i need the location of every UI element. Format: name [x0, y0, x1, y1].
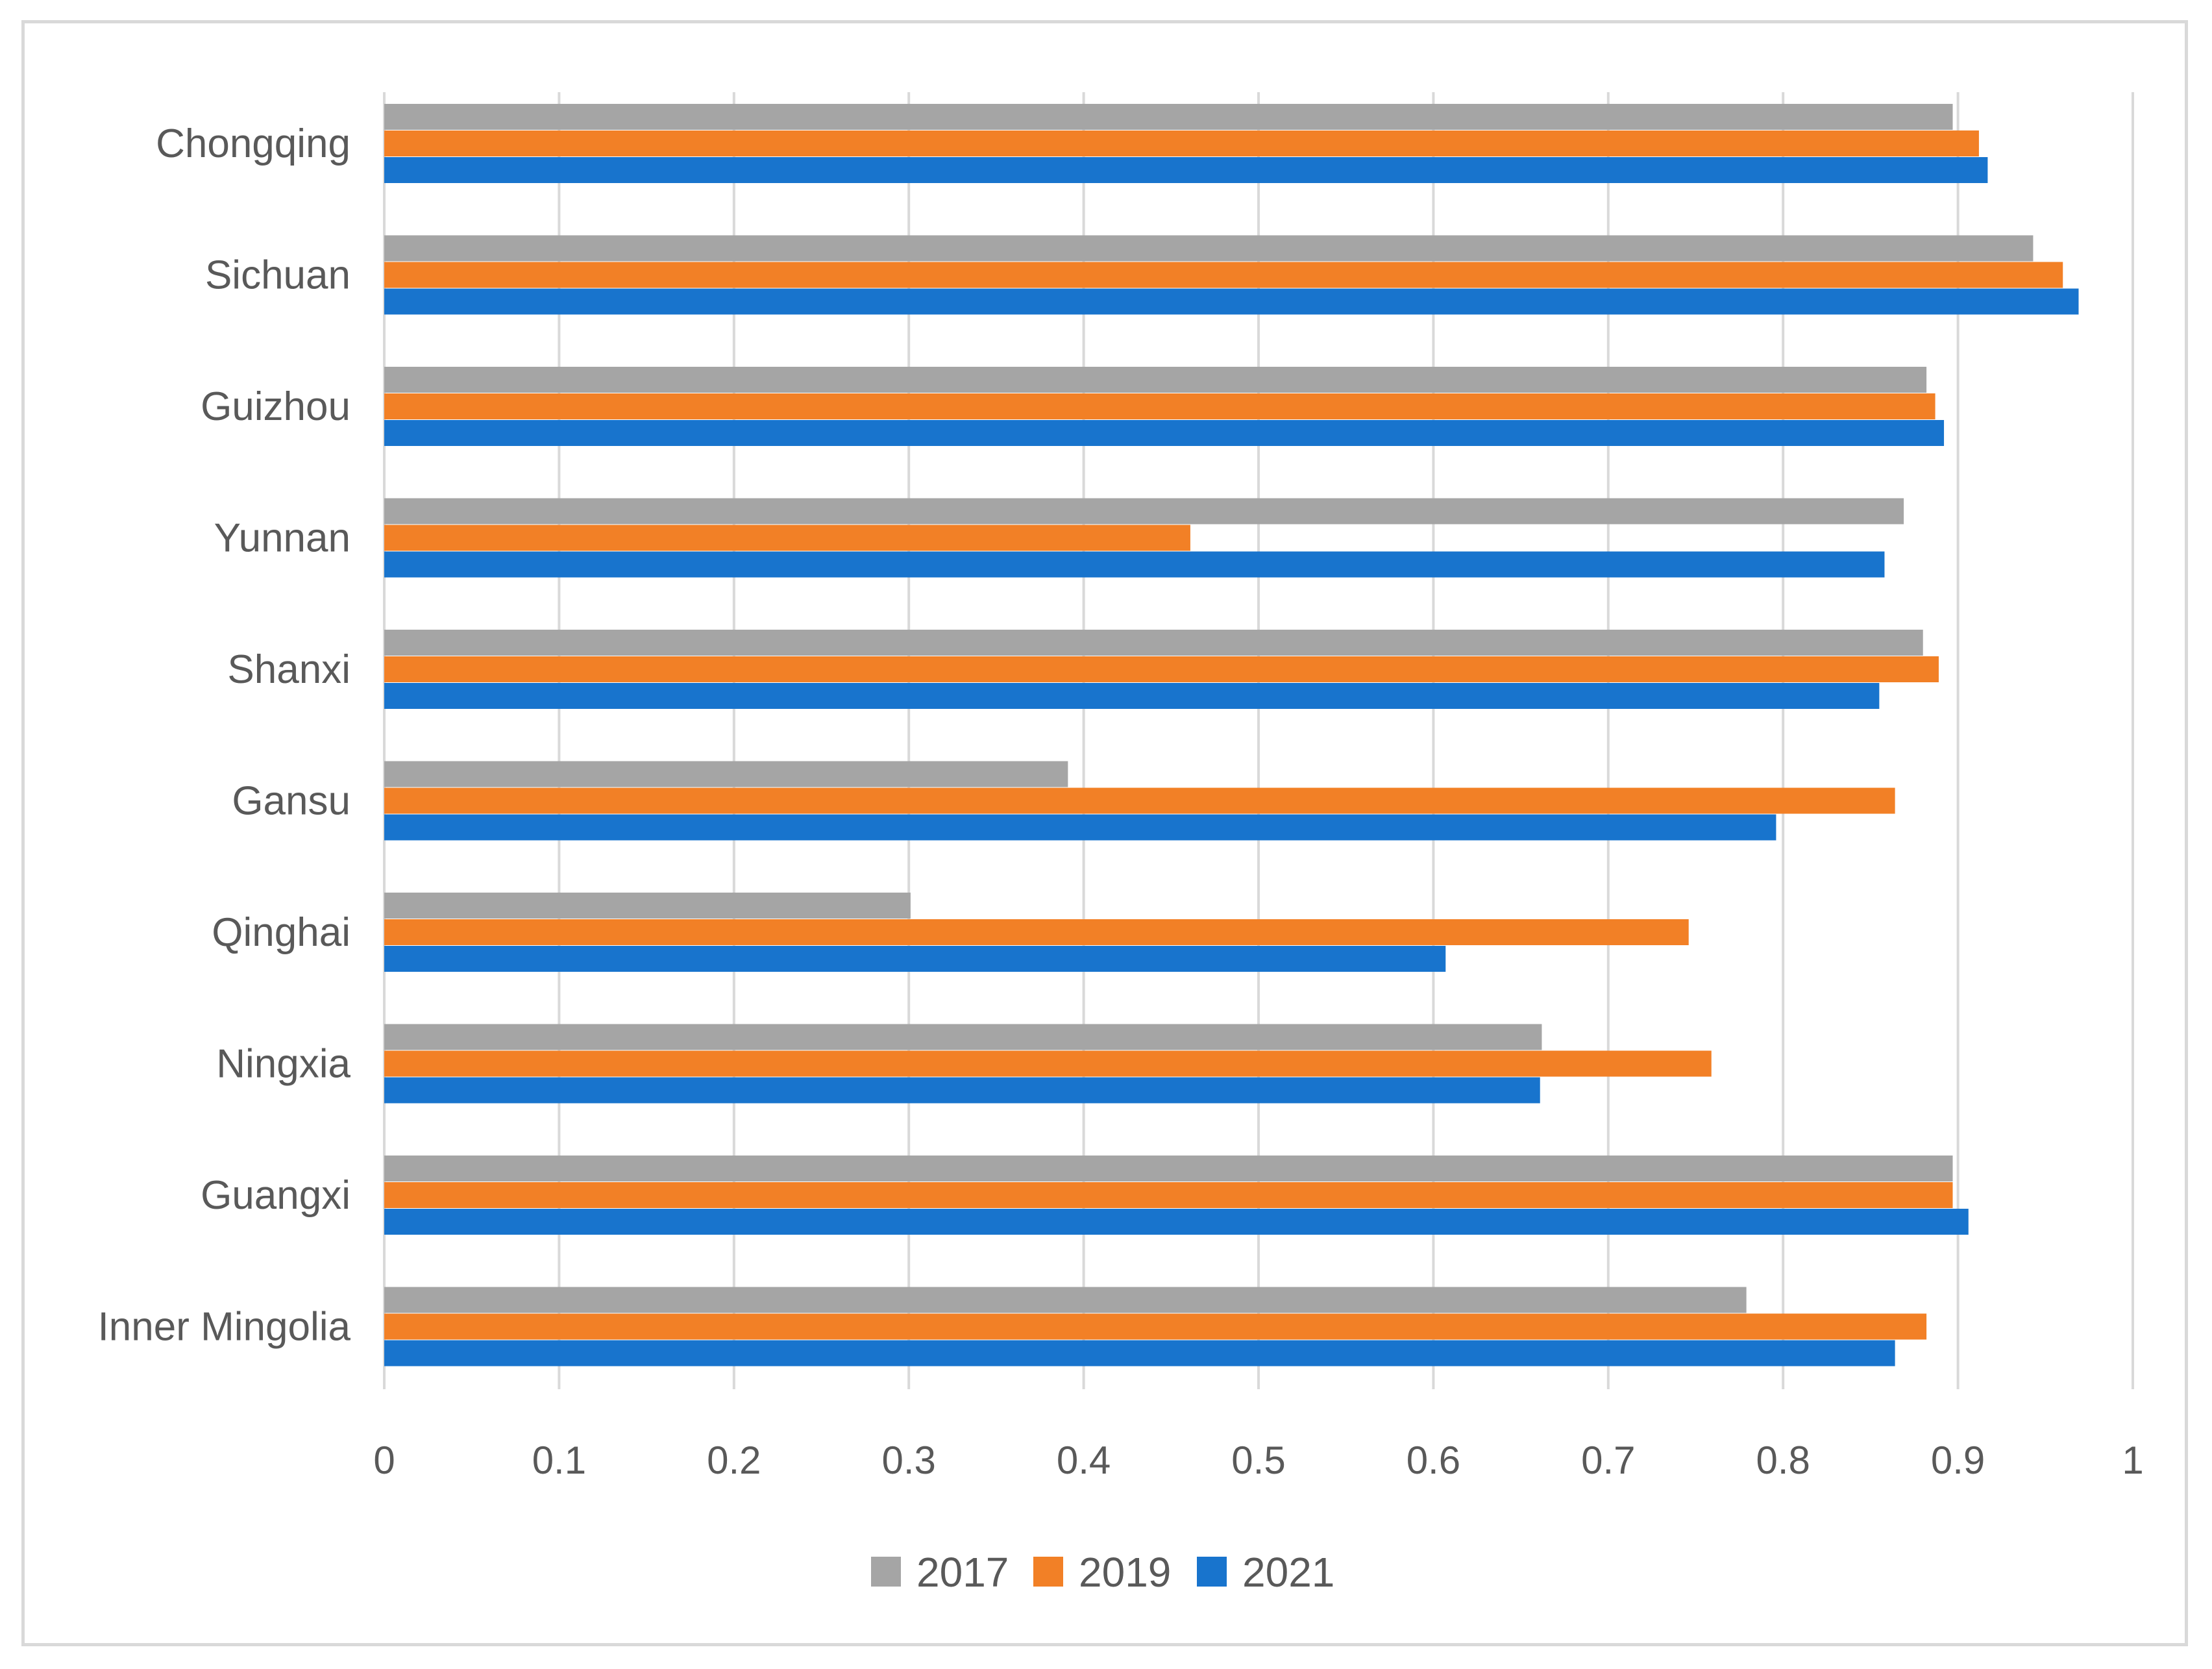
bar-2019-shanxi: [384, 656, 1939, 682]
legend-swatch-2021: [1197, 1557, 1227, 1587]
bar-2017-inner-mingolia: [384, 1287, 1747, 1313]
legend: 2017 2019 2021: [871, 1549, 1334, 1596]
category-label: Sichuan: [205, 253, 350, 298]
bar-2021-qinghai: [384, 946, 1446, 972]
bar-2019-inner-mingolia: [384, 1313, 1927, 1340]
category-label: Chongqing: [156, 121, 350, 166]
bar-2019-guangxi: [384, 1182, 1953, 1208]
category-label: Qinghai: [212, 910, 350, 955]
bar-2021-ningxia: [384, 1077, 1540, 1104]
x-tick-label: 0.1: [532, 1439, 586, 1482]
bar-2017-ningxia: [384, 1024, 1542, 1050]
bar-2019-guizhou: [384, 393, 1936, 419]
category-label: Guizhou: [201, 384, 350, 429]
bar-2019-ningxia: [384, 1050, 1712, 1077]
bar-2021-sichuan: [384, 288, 2079, 315]
bar-2021-shanxi: [384, 683, 1880, 709]
x-tick-label: 0: [373, 1439, 395, 1482]
bar-2017-sichuan: [384, 235, 2034, 262]
bar-2019-yunnan: [384, 525, 1190, 551]
x-tick-label: 0.7: [1581, 1439, 1635, 1482]
bar-2017-qinghai: [384, 893, 911, 919]
category-labels: Chongqing Sichuan Guizhou Yunnan Shanxi Gansu…: [98, 121, 351, 1350]
legend-label-2019: 2019: [1079, 1549, 1171, 1596]
x-tick-label: 0.9: [1931, 1439, 1985, 1482]
category-label: Guangxi: [201, 1173, 350, 1218]
bar-2021-inner-mingolia: [384, 1340, 1895, 1366]
x-tick-label: 0.6: [1407, 1439, 1460, 1482]
bar-2019-gansu: [384, 787, 1895, 814]
bar-2021-chongqing: [384, 157, 1988, 183]
category-label: Yunnan: [214, 516, 350, 561]
bar-2019-sichuan: [384, 262, 2063, 288]
bar-2017-guizhou: [384, 367, 1927, 393]
bar-2021-guizhou: [384, 420, 1945, 446]
bar-2017-chongqing: [384, 104, 1953, 130]
category-label: Inner Mingolia: [98, 1305, 351, 1350]
bar-2019-qinghai: [384, 919, 1689, 945]
x-tick-label: 0.4: [1057, 1439, 1111, 1482]
x-tick-label: 0.2: [707, 1439, 761, 1482]
legend-label-2017: 2017: [916, 1549, 1009, 1596]
x-axis-tick-labels: 0 0.1 0.2 0.3 0.4 0.5 0.6 0.7 0.8 0.9 1: [373, 1439, 2143, 1482]
bars: [384, 104, 2079, 1366]
bar-2017-guangxi: [384, 1156, 1953, 1181]
bar-2021-gansu: [384, 814, 1776, 841]
bar-2021-guangxi: [384, 1209, 1969, 1235]
bar-2017-shanxi: [384, 630, 1923, 656]
x-tick-label: 0.3: [881, 1439, 935, 1482]
legend-label-2021: 2021: [1242, 1549, 1334, 1596]
x-tick-label: 0.8: [1756, 1439, 1810, 1482]
legend-swatch-2019: [1033, 1557, 1063, 1587]
legend-swatch-2017: [871, 1557, 901, 1587]
bar-2019-chongqing: [384, 130, 1979, 156]
bar-2017-yunnan: [384, 498, 1904, 525]
bar-2017-gansu: [384, 761, 1068, 787]
category-label: Shanxi: [227, 647, 350, 692]
x-tick-label: 0.5: [1231, 1439, 1285, 1482]
category-label: Ningxia: [216, 1042, 350, 1087]
x-tick-label: 1: [2122, 1439, 2143, 1482]
category-label: Gansu: [232, 779, 350, 824]
bar-2021-yunnan: [384, 551, 1885, 578]
